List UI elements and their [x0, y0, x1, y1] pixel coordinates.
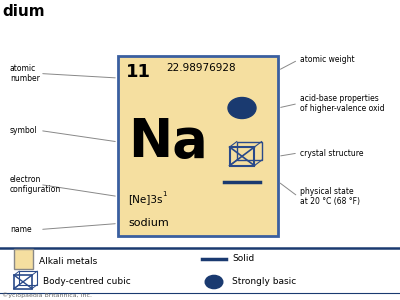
Bar — [14, 249, 33, 268]
Text: [Ne]3s: [Ne]3s — [128, 194, 162, 204]
Text: physical state
at 20 °C (68 °F): physical state at 20 °C (68 °F) — [300, 187, 360, 206]
Text: crystal structure: crystal structure — [300, 148, 364, 158]
Text: sodium: sodium — [128, 218, 169, 228]
Text: Na: Na — [128, 116, 208, 168]
Text: Alkali metals: Alkali metals — [39, 257, 98, 266]
Circle shape — [228, 98, 256, 118]
Bar — [230, 147, 254, 166]
Text: acid-base properties
of higher-valence oxid: acid-base properties of higher-valence o… — [300, 94, 385, 113]
Text: 11: 11 — [126, 63, 151, 81]
Bar — [14, 275, 32, 289]
Circle shape — [205, 275, 223, 289]
FancyBboxPatch shape — [118, 56, 278, 236]
Text: name: name — [10, 225, 32, 234]
Text: atomic weight: atomic weight — [300, 56, 355, 64]
Text: Strongly basic: Strongly basic — [232, 278, 296, 286]
Text: 1: 1 — [162, 191, 166, 197]
Text: Solid: Solid — [232, 254, 254, 263]
Bar — [19, 271, 37, 285]
Text: 22.98976928: 22.98976928 — [166, 63, 236, 73]
Bar — [237, 142, 262, 160]
Text: atomic
number: atomic number — [10, 64, 40, 83]
Text: ©yclopaedia Britannica, Inc.: ©yclopaedia Britannica, Inc. — [2, 292, 92, 298]
Text: electron
configuration: electron configuration — [10, 175, 61, 194]
Text: dium: dium — [2, 4, 45, 20]
Text: Body-centred cubic: Body-centred cubic — [43, 277, 131, 286]
Text: symbol: symbol — [10, 126, 38, 135]
